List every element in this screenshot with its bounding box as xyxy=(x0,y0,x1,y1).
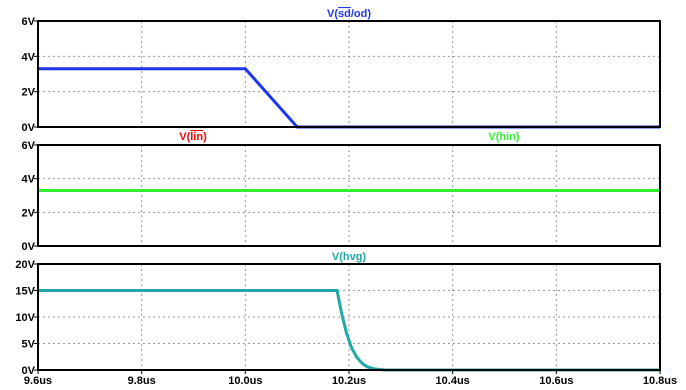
x-tick-label: 9.8us xyxy=(128,375,156,387)
x-tick-label: 10.0us xyxy=(228,375,262,387)
y-tick-label: 6V xyxy=(22,16,36,28)
y-tick-label: 20V xyxy=(15,259,35,271)
panel-3: 0V 5V 10V 15V 20V 9.6us 9.8us 10.0us 10.2us 10.4u… xyxy=(15,259,677,387)
panel-title: V(hvg) xyxy=(332,251,367,263)
y-tick-label: 6V xyxy=(22,140,36,152)
y-tick-label: 4V xyxy=(22,174,36,186)
y-tick-label: 2V xyxy=(22,87,36,99)
legend-entry-2: V(hin) xyxy=(488,131,519,143)
y-tick-label: 0V xyxy=(22,241,36,253)
y-tick-label: 10V xyxy=(15,312,35,324)
x-tick-label: 10.8us xyxy=(643,375,677,387)
y-tick-label: 0V xyxy=(22,122,36,134)
x-tick-label: 9.6us xyxy=(24,375,52,387)
y-tick-label: 15V xyxy=(15,286,35,298)
panel-title: V(sd/od) xyxy=(327,8,371,20)
x-tick-label: 10.2us xyxy=(332,375,366,387)
y-tick-label: 2V xyxy=(22,207,36,219)
x-tick-label: 10.4us xyxy=(436,375,470,387)
legend-entry-1: V(lin) xyxy=(179,131,207,143)
y-tick-label: 5V xyxy=(22,339,36,351)
plot-frame xyxy=(37,144,661,247)
x-tick-label: 10.6us xyxy=(539,375,573,387)
plot-frame xyxy=(37,20,661,128)
y-tick-label: 0V xyxy=(22,365,36,377)
panel-1: 0V 2V 4V 6V xyxy=(22,16,661,134)
y-tick-label: 4V xyxy=(22,51,36,63)
panel-2: 0V 2V 4V 6V xyxy=(22,140,661,253)
